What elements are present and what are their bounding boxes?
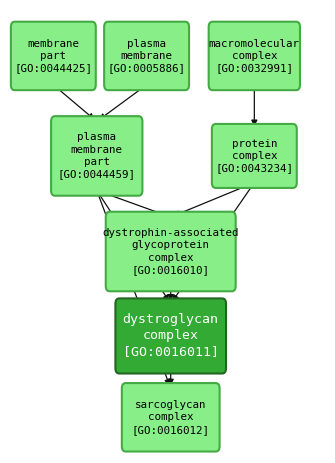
Text: membrane
part
[GO:0044425]: membrane part [GO:0044425] bbox=[14, 38, 92, 73]
FancyBboxPatch shape bbox=[106, 212, 236, 291]
FancyBboxPatch shape bbox=[115, 298, 226, 374]
Text: dystroglycan
complex
[GO:0016011]: dystroglycan complex [GO:0016011] bbox=[123, 313, 219, 358]
FancyBboxPatch shape bbox=[51, 116, 142, 196]
Text: dystrophin-associated
glycoprotein
complex
[GO:0016010]: dystrophin-associated glycoprotein compl… bbox=[103, 228, 239, 275]
Text: plasma
membrane
part
[GO:0044459]: plasma membrane part [GO:0044459] bbox=[58, 132, 136, 180]
FancyBboxPatch shape bbox=[122, 383, 220, 451]
FancyBboxPatch shape bbox=[11, 22, 96, 90]
Text: protein
complex
[GO:0043234]: protein complex [GO:0043234] bbox=[215, 138, 293, 173]
FancyBboxPatch shape bbox=[104, 22, 189, 90]
Text: macromolecular
complex
[GO:0032991]: macromolecular complex [GO:0032991] bbox=[209, 38, 300, 73]
FancyBboxPatch shape bbox=[212, 124, 297, 188]
Text: plasma
membrane
[GO:0005886]: plasma membrane [GO:0005886] bbox=[108, 38, 186, 73]
FancyBboxPatch shape bbox=[209, 22, 300, 90]
Text: sarcoglycan
complex
[GO:0016012]: sarcoglycan complex [GO:0016012] bbox=[132, 400, 210, 435]
